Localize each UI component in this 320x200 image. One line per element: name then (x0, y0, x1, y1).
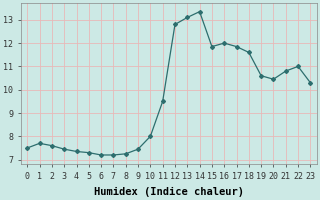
X-axis label: Humidex (Indice chaleur): Humidex (Indice chaleur) (94, 186, 244, 197)
